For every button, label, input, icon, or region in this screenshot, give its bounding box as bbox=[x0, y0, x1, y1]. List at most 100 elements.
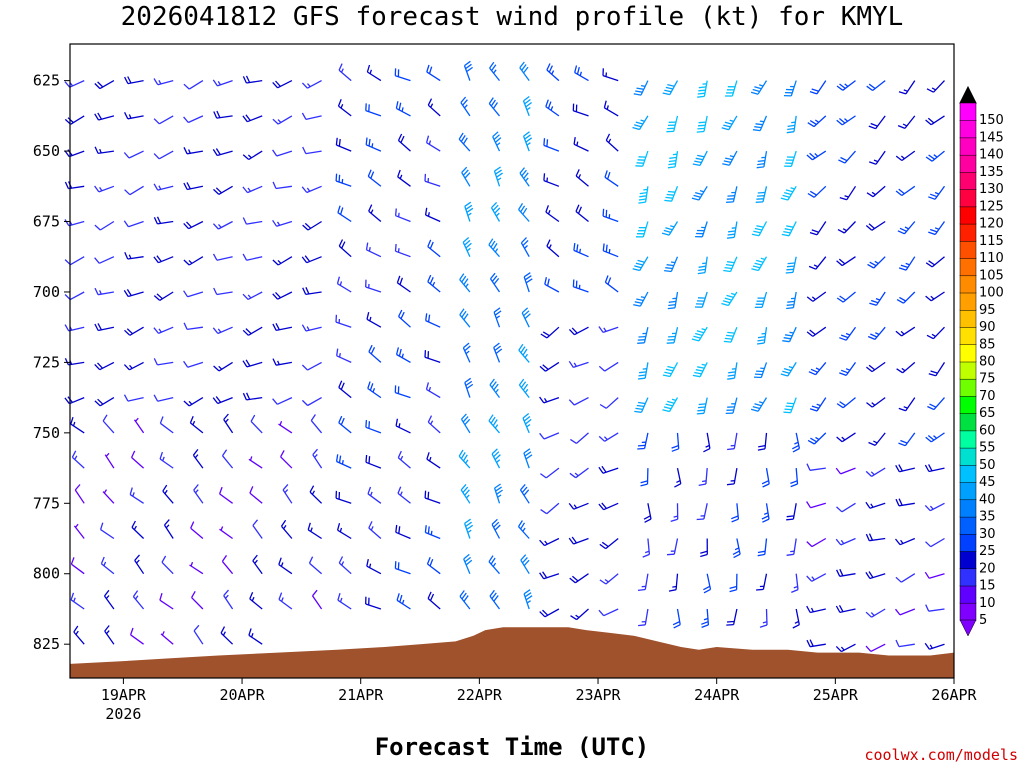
barb-flag bbox=[490, 240, 496, 248]
x-tick-label: 20APR bbox=[219, 686, 265, 704]
barb-flag bbox=[429, 593, 435, 601]
wind-barb bbox=[301, 361, 322, 371]
colorbar-label: 75 bbox=[979, 372, 996, 387]
wind-barb bbox=[642, 538, 651, 558]
barb-half-flag bbox=[465, 494, 470, 499]
colorbar-label: 65 bbox=[979, 406, 996, 421]
barb-flag bbox=[397, 169, 401, 178]
wind-barb bbox=[602, 68, 619, 82]
barb-flag bbox=[667, 83, 675, 87]
barb-half-flag bbox=[788, 365, 793, 369]
colorbar-label: 90 bbox=[979, 320, 996, 335]
barb-flag bbox=[520, 522, 526, 530]
barb-flag bbox=[757, 339, 765, 342]
wind-barb bbox=[489, 272, 501, 293]
barb-half-flag bbox=[128, 254, 132, 259]
wind-barb bbox=[365, 103, 382, 117]
barb-shaft bbox=[192, 454, 204, 469]
barb-flag bbox=[543, 173, 546, 181]
barb-shaft bbox=[543, 179, 560, 187]
barb-shaft bbox=[703, 80, 708, 97]
barb-half-flag bbox=[870, 503, 874, 508]
wind-barb bbox=[458, 132, 471, 152]
barb-flag bbox=[397, 486, 402, 494]
barb-flag bbox=[427, 314, 431, 322]
barb-flag bbox=[865, 533, 870, 541]
barb-shaft bbox=[488, 420, 500, 434]
barb-shaft bbox=[872, 185, 886, 198]
barb-half-flag bbox=[573, 504, 578, 509]
wind-barb bbox=[123, 361, 144, 371]
barb-half-flag bbox=[192, 420, 196, 426]
wind-barb bbox=[70, 557, 85, 575]
wind-barb bbox=[301, 324, 322, 332]
wind-barb bbox=[898, 256, 916, 271]
barb-flag bbox=[571, 327, 578, 334]
barb-flag bbox=[896, 368, 904, 374]
barb-flag bbox=[786, 553, 794, 556]
barb-half-flag bbox=[369, 491, 373, 496]
wind-barb bbox=[568, 326, 589, 336]
barb-shaft bbox=[935, 362, 946, 377]
barb-shaft bbox=[762, 573, 768, 590]
barb-flag bbox=[806, 639, 811, 647]
wind-barb bbox=[756, 150, 768, 169]
barb-half-flag bbox=[188, 259, 193, 264]
barb-flag bbox=[866, 85, 873, 92]
barb-flag bbox=[464, 377, 472, 384]
colorbar-cell bbox=[959, 171, 977, 190]
barb-shaft bbox=[221, 560, 234, 575]
barb-flag bbox=[301, 112, 307, 120]
barb-shaft bbox=[337, 283, 352, 293]
wind-barb bbox=[835, 643, 856, 653]
barb-shaft bbox=[605, 573, 619, 585]
barb-flag bbox=[400, 311, 405, 319]
barb-shaft bbox=[670, 186, 679, 202]
barb-flag bbox=[807, 122, 815, 128]
barb-flag bbox=[523, 489, 530, 496]
barb-flag bbox=[599, 403, 607, 409]
barb-flag bbox=[576, 244, 579, 252]
barb-shaft bbox=[669, 362, 679, 377]
barb-flag bbox=[546, 63, 551, 71]
wind-barb bbox=[221, 449, 234, 469]
barb-half-flag bbox=[810, 607, 814, 613]
wind-barb bbox=[662, 397, 679, 413]
barb-flag bbox=[871, 299, 879, 304]
barb-flag bbox=[790, 483, 798, 488]
barb-flag bbox=[97, 398, 104, 405]
barb-flag bbox=[367, 486, 372, 495]
barb-shaft bbox=[793, 538, 797, 555]
barb-shaft bbox=[733, 432, 738, 449]
barb-shaft bbox=[875, 115, 886, 130]
barb-flag bbox=[782, 194, 790, 198]
barb-flag bbox=[840, 156, 848, 162]
wind-barb bbox=[282, 483, 293, 504]
barb-flag bbox=[792, 624, 800, 629]
barb-half-flag bbox=[670, 225, 675, 228]
barb-flag bbox=[462, 454, 468, 462]
barb-half-flag bbox=[495, 388, 499, 393]
barb-flag bbox=[71, 450, 77, 458]
colorbar-label: 125 bbox=[979, 199, 1004, 214]
wind-barb bbox=[750, 80, 768, 95]
x-tick-label: 21APR bbox=[338, 686, 384, 704]
x-axis-label: Forecast Time (UTC) bbox=[374, 733, 650, 761]
barb-flag bbox=[568, 399, 575, 406]
wind-barb bbox=[124, 252, 144, 260]
wind-barb bbox=[839, 326, 857, 341]
barb-flag bbox=[868, 441, 876, 446]
barb-shaft bbox=[188, 80, 204, 90]
wind-barb bbox=[786, 291, 797, 310]
wind-barb bbox=[895, 573, 916, 583]
barb-shaft bbox=[871, 608, 886, 618]
credit-link[interactable]: coolwx.com/models bbox=[864, 746, 1018, 764]
wind-barb bbox=[545, 205, 560, 223]
wind-barb bbox=[703, 432, 711, 453]
barb-flag bbox=[637, 444, 646, 447]
wind-barb bbox=[491, 448, 501, 469]
wind-barb bbox=[520, 237, 530, 258]
barb-half-flag bbox=[129, 364, 133, 369]
wind-barb bbox=[838, 150, 856, 164]
wind-barb bbox=[272, 80, 293, 89]
